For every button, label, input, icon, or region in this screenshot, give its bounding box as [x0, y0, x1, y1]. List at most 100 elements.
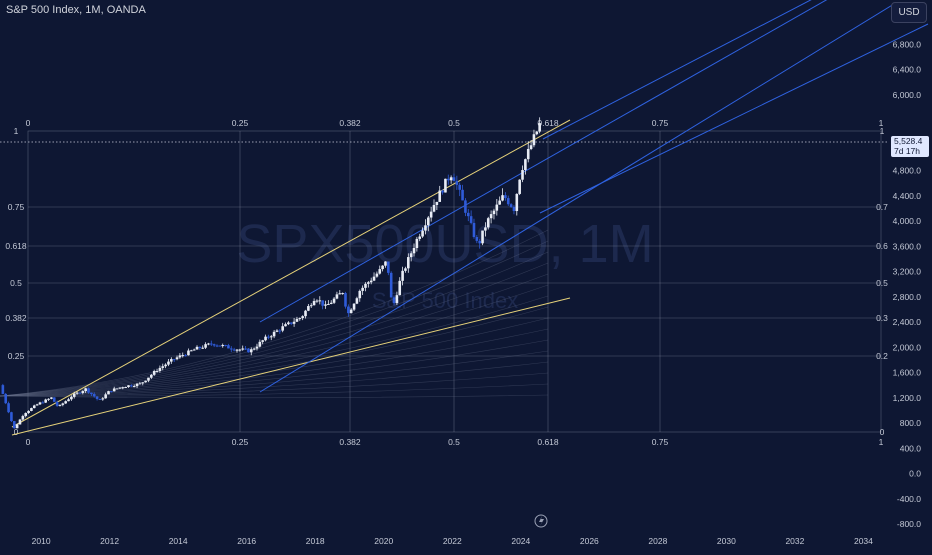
candle-body	[538, 123, 541, 132]
candle-body	[352, 303, 356, 310]
candle-body	[252, 348, 256, 350]
currency-button[interactable]: USD	[891, 2, 927, 23]
candle-body	[127, 385, 130, 388]
fan-upper-line	[11, 119, 571, 428]
candle-body	[201, 347, 205, 349]
candle-body	[27, 410, 30, 414]
candle-body	[218, 345, 222, 347]
candle-body	[435, 201, 439, 206]
candle-body	[267, 336, 270, 338]
fib-top-label: 0.25	[232, 118, 249, 128]
y-axis-tick-label: -800.0	[897, 519, 921, 529]
candle-body	[175, 357, 179, 360]
candle-body	[61, 403, 65, 405]
fan-curve	[0, 284, 549, 397]
channel-line	[259, 0, 828, 323]
candle-body	[10, 412, 13, 422]
fan-curve	[0, 251, 549, 397]
candle-body	[227, 345, 230, 349]
fan-lower-line	[11, 297, 571, 436]
y-axis-tick-label: 4,400.0	[893, 191, 922, 201]
candle-body	[532, 134, 536, 146]
candle-body	[152, 371, 156, 375]
candle-body	[401, 270, 404, 281]
candle-body	[135, 383, 139, 387]
x-axis-tick-label: 2016	[237, 536, 256, 546]
fan-curve	[0, 273, 549, 397]
candle-body	[426, 217, 430, 226]
candle-body	[327, 303, 330, 305]
candle-body	[244, 348, 247, 350]
fib-top-label: 0	[26, 118, 31, 128]
candle-body	[515, 193, 519, 212]
x-axis-tick-label: 2020	[374, 536, 393, 546]
fib-left-label: 0.618	[5, 241, 27, 251]
symbol-title[interactable]: S&P 500 Index, 1M, OANDA	[6, 4, 146, 16]
candle-body	[72, 393, 76, 397]
candle-body	[526, 148, 530, 160]
candle-body	[466, 212, 470, 217]
fan-curve	[0, 240, 549, 397]
candle-body	[101, 398, 105, 400]
candle-body	[292, 321, 296, 324]
candle-body	[184, 355, 187, 357]
candle-body	[341, 293, 344, 295]
y-axis-tick-label: 4,000.0	[893, 216, 922, 226]
fib-left-label: 1	[14, 126, 19, 136]
candle-body	[464, 200, 467, 213]
fib-left-label: 0	[14, 427, 19, 437]
candle-body	[281, 326, 284, 331]
fib-left-label: 0.25	[8, 351, 25, 361]
candle-body	[124, 387, 127, 389]
candle-body	[275, 330, 279, 332]
candle-body	[21, 416, 25, 420]
candle-body	[15, 424, 19, 429]
y-axis-tick-label: -400.0	[897, 494, 921, 504]
candle-body	[144, 380, 147, 383]
y-axis-tick-label: 6,400.0	[893, 65, 922, 75]
candle-body	[121, 387, 125, 389]
candle-body	[469, 216, 473, 223]
candle-body	[81, 391, 85, 393]
candle-body	[389, 272, 393, 298]
candle-body	[312, 301, 316, 306]
candle-body	[367, 282, 370, 284]
candle-body	[38, 402, 42, 405]
candle-body	[12, 421, 16, 429]
candle-body	[324, 304, 327, 306]
candle-body	[258, 341, 262, 347]
x-axis-tick-label: 2010	[32, 536, 51, 546]
candle-body	[472, 222, 476, 238]
y-axis-tick-label: 1,600.0	[893, 368, 922, 378]
candle-body	[321, 300, 324, 306]
candle-body	[349, 309, 353, 314]
candle-body	[52, 397, 56, 402]
fib-bottom-label: 0	[26, 437, 31, 447]
candle-body	[304, 310, 307, 317]
candle-body	[461, 189, 464, 201]
candle-body	[18, 419, 22, 425]
candle-body	[92, 394, 96, 397]
fan-curve	[0, 262, 549, 397]
candle-body	[187, 350, 190, 356]
candle-body	[212, 344, 216, 346]
fib-right-label: 1	[880, 126, 885, 136]
x-axis-tick-label: 2032	[785, 536, 804, 546]
candle-body	[338, 293, 342, 295]
candle-body	[112, 388, 116, 392]
candle-body	[498, 200, 501, 205]
candle-body	[489, 214, 493, 219]
candle-body	[492, 210, 496, 215]
x-axis-tick-label: 2034	[854, 536, 873, 546]
candle-body	[209, 343, 213, 345]
candle-body	[284, 324, 287, 327]
candle-body	[392, 297, 396, 304]
candle-body	[247, 348, 250, 353]
candle-body	[47, 398, 50, 400]
candle-body	[67, 399, 70, 402]
fan-curve	[0, 295, 549, 397]
candle-body	[30, 408, 33, 411]
fan-curve	[0, 306, 549, 397]
